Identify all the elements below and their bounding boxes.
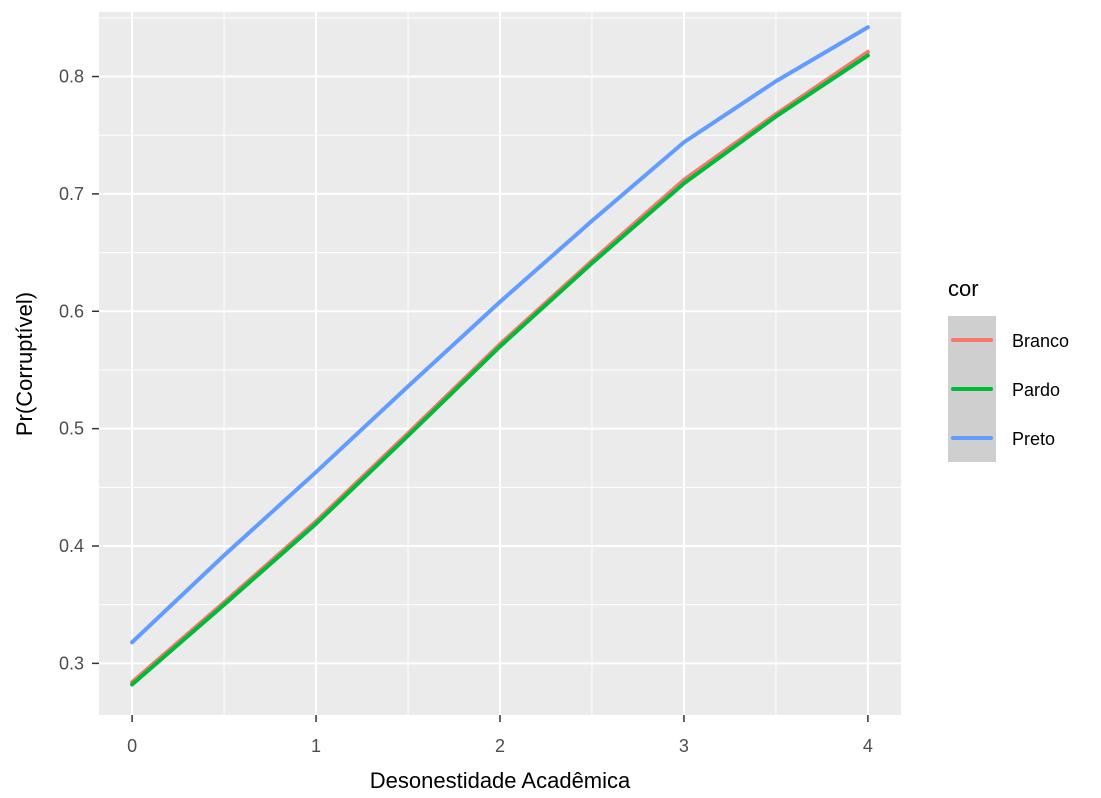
legend-label-pardo: Pardo: [1012, 380, 1060, 400]
series-line-pardo: [130, 53, 870, 687]
x-axis-tick-label: 4: [863, 736, 873, 756]
legend-label-branco: Branco: [1012, 331, 1069, 351]
x-axis-tick-label: 3: [679, 736, 689, 756]
y-axis-tick-label: 0.6: [59, 301, 84, 321]
y-axis-tick-label: 0.4: [59, 536, 84, 556]
x-axis-tick-label: 2: [495, 736, 505, 756]
x-axis-tick-label: 1: [311, 736, 321, 756]
x-axis-tick-label: 0: [127, 736, 137, 756]
x-axis-title: Desonestidade Acadêmica: [370, 768, 631, 793]
series-line-preto: [130, 25, 870, 645]
y-axis-tick-label: 0.7: [59, 184, 84, 204]
y-axis-tick-label: 0.5: [59, 419, 84, 439]
legend-title: cor: [948, 276, 979, 301]
y-axis-title: Pr(Corruptível): [12, 292, 37, 436]
legend-label-preto: Preto: [1012, 429, 1055, 449]
y-axis-tick-label: 0.8: [59, 67, 84, 87]
y-axis-tick-label: 0.3: [59, 653, 84, 673]
